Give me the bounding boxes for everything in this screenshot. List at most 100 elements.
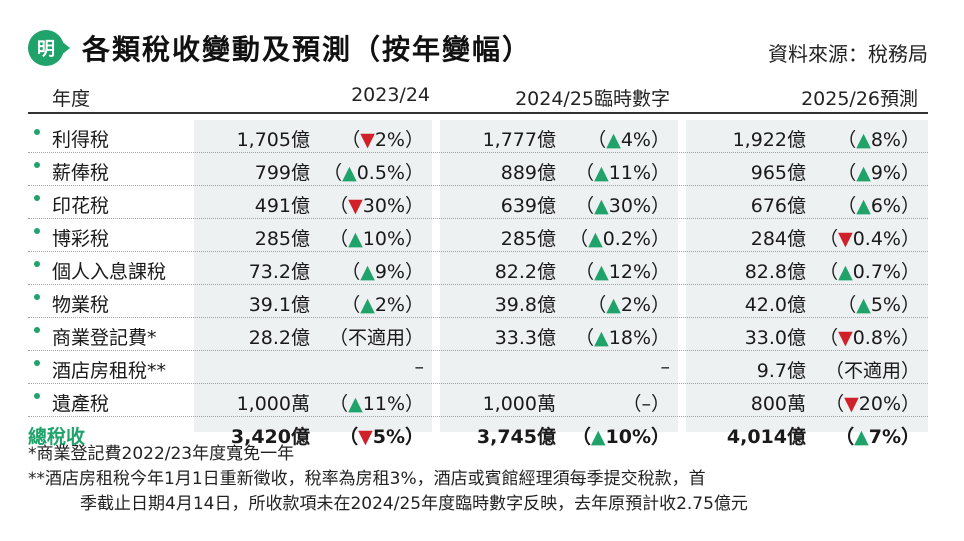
up-arrow-icon: ▲: [590, 426, 606, 448]
header-divider: [28, 112, 928, 114]
cell-c2: 889億 （▲11%）: [440, 158, 678, 184]
tax-label: 物業稅: [52, 294, 110, 316]
down-arrow-icon: ▼: [838, 327, 853, 349]
bullet-icon: [34, 228, 40, 234]
cell-c1: 3,420億 （▼5%）: [194, 422, 432, 448]
tax-label: 印花稅: [52, 195, 110, 217]
total-row: 總稅收 3,420億 （▼5%） 3,745億 （▲10%） 4,014億 （▲7%）: [28, 417, 928, 449]
amount-value: 3,420億: [230, 426, 310, 448]
footnote-2: **酒店房租稅今年1月1日重新徵收，稅率為房租3%，酒店或賓館經理須每季提交稅款…: [28, 469, 706, 489]
amount-value: 889億: [500, 162, 556, 184]
footnotes: *商業登記費2022/23年度寬免一年 **酒店房租稅今年1月1日重新徵收，稅率…: [28, 442, 938, 517]
cell-c2: 285億 （▲0.2%）: [440, 224, 678, 250]
page-title: 各類稅收變動及預測（按年變幅）: [82, 33, 533, 66]
column-panel-2024-25: [440, 120, 678, 432]
down-arrow-icon: ▼: [838, 228, 853, 250]
table-row: 酒店房租稅** – – 9.7億 （不適用）: [28, 351, 928, 384]
tax-label: 個人入息課稅: [52, 261, 167, 283]
table-row: 個人入息課稅 73.2億 （▲9%） 82.2億 （▲12%） 82.8億 （▲0.7%）: [28, 252, 928, 285]
cell-c1: 1,000萬 （▲11%）: [194, 389, 432, 415]
change-value: （▲5%）: [837, 294, 920, 316]
tax-table-body: 利得稅 1,705億 （▼2%） 1,777億 （▲4%） 1,922億 （▲8%） 薪俸稅 7…: [28, 120, 928, 449]
amount-value: 1,777億: [482, 129, 556, 151]
change-value: （▲18%）: [575, 327, 670, 349]
down-arrow-icon: ▼: [360, 129, 375, 151]
bullet-icon: [34, 327, 40, 333]
change-value: （▼5%）: [339, 426, 424, 448]
cell-c1: 39.1億 （▲2%）: [194, 290, 432, 316]
header-2023-24: 2023/24: [351, 84, 430, 106]
change-value: （▲0.5%）: [323, 162, 424, 184]
header-2024-25: 2024/25臨時數字: [515, 88, 670, 110]
tax-label: 商業登記費*: [52, 327, 157, 349]
tax-label: 遺產稅: [52, 393, 110, 415]
table-row: 利得稅 1,705億 （▼2%） 1,777億 （▲4%） 1,922億 （▲8%）: [28, 120, 928, 153]
amount-value: 800萬: [750, 393, 806, 415]
bullet-icon: [34, 393, 40, 399]
cell-c1: 491億 （▼30%）: [194, 191, 432, 217]
up-arrow-icon: ▲: [856, 129, 871, 151]
cell-c1: –: [194, 356, 432, 380]
table-row: 遺產稅 1,000萬 （▲11%） 1,000萬 （–） 800萬 （▼20%）: [28, 384, 928, 417]
change-value: （▲10%）: [571, 426, 670, 448]
up-arrow-icon: ▲: [360, 261, 375, 283]
cell-c3: 1,922億 （▲8%）: [686, 125, 928, 151]
cell-c3: 800萬 （▼20%）: [686, 389, 928, 415]
cell-c3: 965億 （▲9%）: [686, 158, 928, 184]
bullet-icon: [34, 261, 40, 267]
amount-value: 799億: [254, 162, 310, 184]
change-value: （▲0.2%）: [569, 228, 670, 250]
change-value: （▼30%）: [329, 195, 424, 217]
cell-c3: 42.0億 （▲5%）: [686, 290, 928, 316]
up-arrow-icon: ▲: [856, 294, 871, 316]
tax-label: 酒店房租稅**: [52, 360, 167, 382]
bullet-icon: [34, 360, 40, 366]
up-arrow-icon: ▲: [854, 426, 869, 448]
amount-value: 33.0億: [744, 327, 806, 349]
change-value: （▲9%）: [837, 162, 920, 184]
bullet-icon: [34, 195, 40, 201]
cell-c3: 4,014億 （▲7%）: [686, 422, 928, 448]
change-value: （▼2%）: [341, 129, 424, 151]
up-arrow-icon: ▲: [348, 393, 363, 415]
change-value: （▲0.7%）: [819, 261, 920, 283]
table-row: 商業登記費* 28.2億 （不適用） 33.3億 （▲18%） 33.0億 （▼0.8%）: [28, 318, 928, 351]
table-row: 薪俸稅 799億 （▲0.5%） 889億 （▲11%） 965億 （▲9%）: [28, 153, 928, 186]
table-row: 博彩稅 285億 （▲10%） 285億 （▲0.2%） 284億 （▼0.4%）: [28, 219, 928, 252]
up-arrow-icon: ▲: [594, 261, 609, 283]
cell-c2: 1,777億 （▲4%）: [440, 125, 678, 151]
tax-label: 博彩稅: [52, 228, 110, 250]
change-value: （▲6%）: [837, 195, 920, 217]
up-arrow-icon: ▲: [594, 195, 609, 217]
bullet-icon: [34, 294, 40, 300]
amount-value: 285億: [500, 228, 556, 250]
cell-c1: 285億 （▲10%）: [194, 224, 432, 250]
change-value: （▲7%）: [835, 426, 920, 448]
change-value: （▼0.8%）: [819, 327, 920, 349]
change-value: （▲4%）: [587, 129, 670, 151]
cell-c1: 1,705億 （▼2%）: [194, 125, 432, 151]
tax-label: 利得稅: [52, 129, 110, 151]
header-2025-26: 2025/26預測: [801, 88, 918, 110]
amount-value: 4,014億: [726, 426, 806, 448]
logo-arrow-icon: [60, 40, 70, 56]
amount-value: 42.0億: [744, 294, 806, 316]
table-row: 物業稅 39.1億 （▲2%） 39.8億 （▲2%） 42.0億 （▲5%）: [28, 285, 928, 318]
cell-c3: 9.7億 （不適用）: [686, 356, 928, 382]
amount-value: 639億: [500, 195, 556, 217]
cell-c3: 33.0億 （▼0.8%）: [686, 323, 928, 349]
bullet-icon: [34, 162, 40, 168]
amount-value: 965億: [750, 162, 806, 184]
amount-value: 1,922億: [732, 129, 806, 151]
up-arrow-icon: ▲: [348, 228, 363, 250]
cell-c2: 82.2億 （▲12%）: [440, 257, 678, 283]
data-source: 資料來源：稅務局: [768, 42, 928, 66]
amount-value: 1,000萬: [482, 393, 556, 415]
column-panel-2025-26: [686, 120, 928, 432]
amount-value: 1,000萬: [236, 393, 310, 415]
change-value: –: [660, 356, 671, 378]
amount-value: 82.2億: [494, 261, 556, 283]
amount-value: 33.3億: [494, 327, 556, 349]
change-value: （▲11%）: [575, 162, 670, 184]
amount-value: 1,705億: [236, 129, 310, 151]
